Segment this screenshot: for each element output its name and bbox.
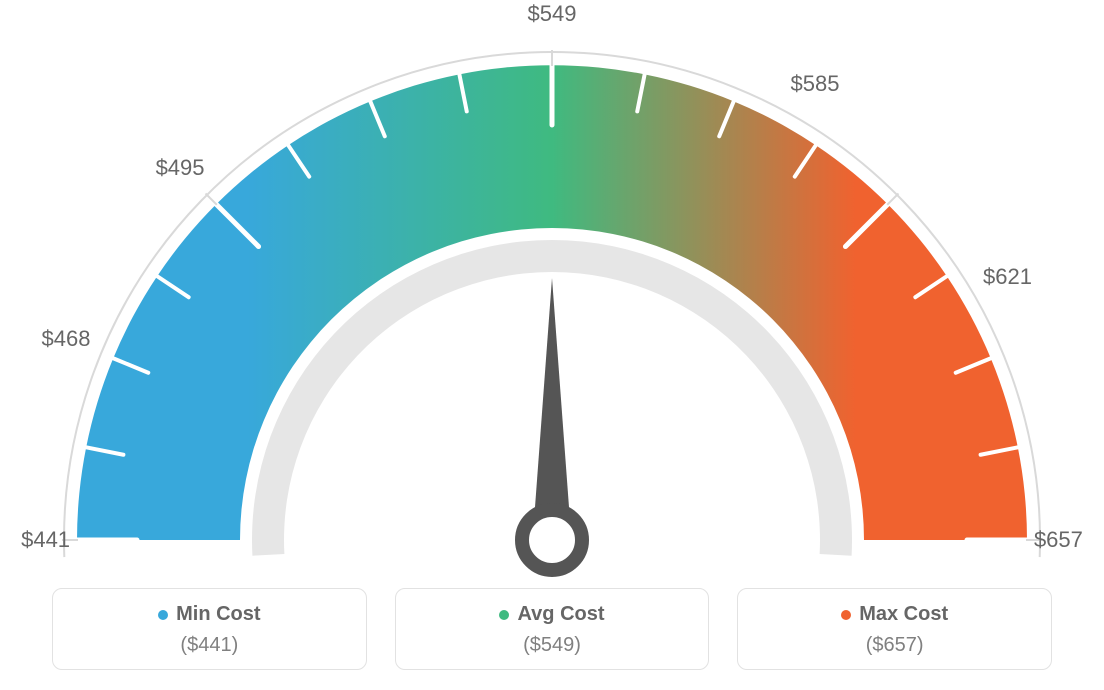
- legend-avg-label: Avg Cost: [517, 603, 604, 625]
- gauge-tick-label: $495: [156, 155, 205, 181]
- dot-icon: [499, 610, 509, 620]
- gauge-chart: $441 $468 $495 $549 $585 $621 $657: [0, 0, 1104, 590]
- legend-card-max: Max Cost ($657): [737, 588, 1052, 670]
- legend-avg-value: ($549): [406, 634, 699, 657]
- cost-gauge-widget: $441 $468 $495 $549 $585 $621 $657 Min Cost ($…: [0, 0, 1104, 690]
- legend-title-min: Min Cost: [63, 603, 356, 626]
- gauge-tick-label: $549: [528, 1, 577, 27]
- gauge-tick-label: $468: [42, 326, 91, 352]
- legend-min-value: ($441): [63, 634, 356, 657]
- gauge-tick-label: $621: [983, 264, 1032, 290]
- dot-icon: [841, 610, 851, 620]
- gauge-tick-label: $441: [21, 527, 70, 553]
- gauge-svg: [0, 0, 1104, 590]
- legend-max-value: ($657): [748, 634, 1041, 657]
- dot-icon: [158, 610, 168, 620]
- legend-max-label: Max Cost: [859, 603, 948, 625]
- gauge-tick-label: $585: [791, 71, 840, 97]
- legend: Min Cost ($441) Avg Cost ($549) Max Cost…: [52, 588, 1052, 670]
- legend-title-max: Max Cost: [748, 603, 1041, 626]
- legend-title-avg: Avg Cost: [406, 603, 699, 626]
- gauge-tick-label: $657: [1034, 527, 1083, 553]
- legend-card-min: Min Cost ($441): [52, 588, 367, 670]
- legend-card-avg: Avg Cost ($549): [395, 588, 710, 670]
- legend-min-label: Min Cost: [176, 603, 260, 625]
